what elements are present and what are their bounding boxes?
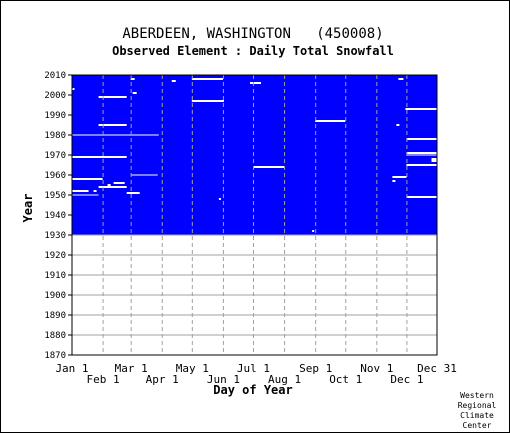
x-tick-label: Feb 1 xyxy=(87,373,120,386)
y-tick-label: 1880 xyxy=(44,331,66,341)
y-tick-label: 2000 xyxy=(44,91,66,101)
missing-segment xyxy=(191,100,224,102)
x-tick-labels: Jan 1 Mar 1 May 1 Jul 1 Sep 1 Nov 1 Dec 31 Feb … xyxy=(55,362,456,386)
y-tick-label: 1970 xyxy=(44,151,66,161)
x-tick-label: Mar 1 xyxy=(115,362,148,375)
missing-segment xyxy=(392,176,407,178)
x-axis-label: Day of Year xyxy=(213,383,292,397)
missing-segment xyxy=(431,158,438,160)
missing-segment xyxy=(126,192,140,194)
missing-segment xyxy=(431,160,438,162)
chart-subtitle: Observed Element : Daily Total Snowfall xyxy=(112,44,394,58)
missing-segment xyxy=(71,88,75,90)
y-tick-label: 1960 xyxy=(44,171,66,181)
missing-segment xyxy=(405,108,438,110)
missing-segment xyxy=(98,96,127,98)
missing-segment xyxy=(191,78,223,80)
y-tick-label: 1980 xyxy=(44,131,66,141)
x-tick-label: Apr 1 xyxy=(146,373,179,386)
y-tick-label: 2010 xyxy=(44,71,66,81)
y-tick-label: 1910 xyxy=(44,271,66,281)
y-axis-label: Year xyxy=(21,194,35,223)
missing-segment xyxy=(71,156,127,158)
credit-line-2: Regional xyxy=(458,401,497,410)
x-tick-label: Dec 31 xyxy=(417,362,457,375)
y-tick-labels: 2010 2000 1990 1980 1970 1960 1950 1940 1930 1920… xyxy=(44,71,66,361)
missing-segment xyxy=(71,190,89,192)
missing-segment xyxy=(249,82,262,84)
credit-block: Western Regional Climate Center xyxy=(458,391,497,430)
y-tick-label: 1950 xyxy=(44,191,66,201)
y-tick-label: 1930 xyxy=(44,231,66,241)
missing-segment xyxy=(98,186,127,188)
missing-segment xyxy=(113,182,125,184)
x-tick-label: May 1 xyxy=(176,362,209,375)
x-tick-label: Aug 1 xyxy=(268,373,301,386)
missing-segment xyxy=(315,120,346,122)
missing-segment xyxy=(107,184,111,186)
missing-segment xyxy=(71,178,103,180)
credit-line-3: Climate xyxy=(460,411,494,420)
x-tick-label: Jun 1 xyxy=(207,373,240,386)
plot-border xyxy=(71,74,438,356)
x-tick-label: Jul 1 xyxy=(237,362,270,375)
missing-segment xyxy=(406,196,438,198)
y-tick-label: 1940 xyxy=(44,211,66,221)
y-tick-label: 1890 xyxy=(44,311,66,321)
missing-segment xyxy=(396,124,400,126)
missing-segment xyxy=(406,138,438,140)
x-tick-label: Dec 1 xyxy=(390,373,423,386)
x-tick-label: Jan 1 xyxy=(55,362,88,375)
missing-segment xyxy=(93,190,97,192)
x-tick-label: Sep 1 xyxy=(299,362,332,375)
missing-segment xyxy=(312,230,315,232)
missing-segment xyxy=(218,198,221,200)
vertical-gridlines xyxy=(102,75,408,355)
credit-line-1: Western xyxy=(460,391,494,400)
missing-segment xyxy=(98,124,127,126)
missing-segment xyxy=(252,166,285,168)
y-tick-label: 1870 xyxy=(44,351,66,361)
y-tick-label: 1900 xyxy=(44,291,66,301)
x-tick-label: Oct 1 xyxy=(329,373,362,386)
missing-segment xyxy=(130,78,135,80)
missing-segment xyxy=(132,92,137,94)
y-tick-label: 1990 xyxy=(44,111,66,121)
missing-segment xyxy=(406,152,438,154)
x-tick-label: Nov 1 xyxy=(360,362,393,375)
credit-line-4: Center xyxy=(463,421,492,430)
missing-segment xyxy=(398,78,404,80)
missing-segment xyxy=(406,164,438,166)
y-tick-label: 1920 xyxy=(44,251,66,261)
missing-segment xyxy=(392,180,396,182)
chart-title: ABERDEEN, WASHINGTON (450008) xyxy=(122,26,383,42)
missing-segment xyxy=(171,80,176,82)
